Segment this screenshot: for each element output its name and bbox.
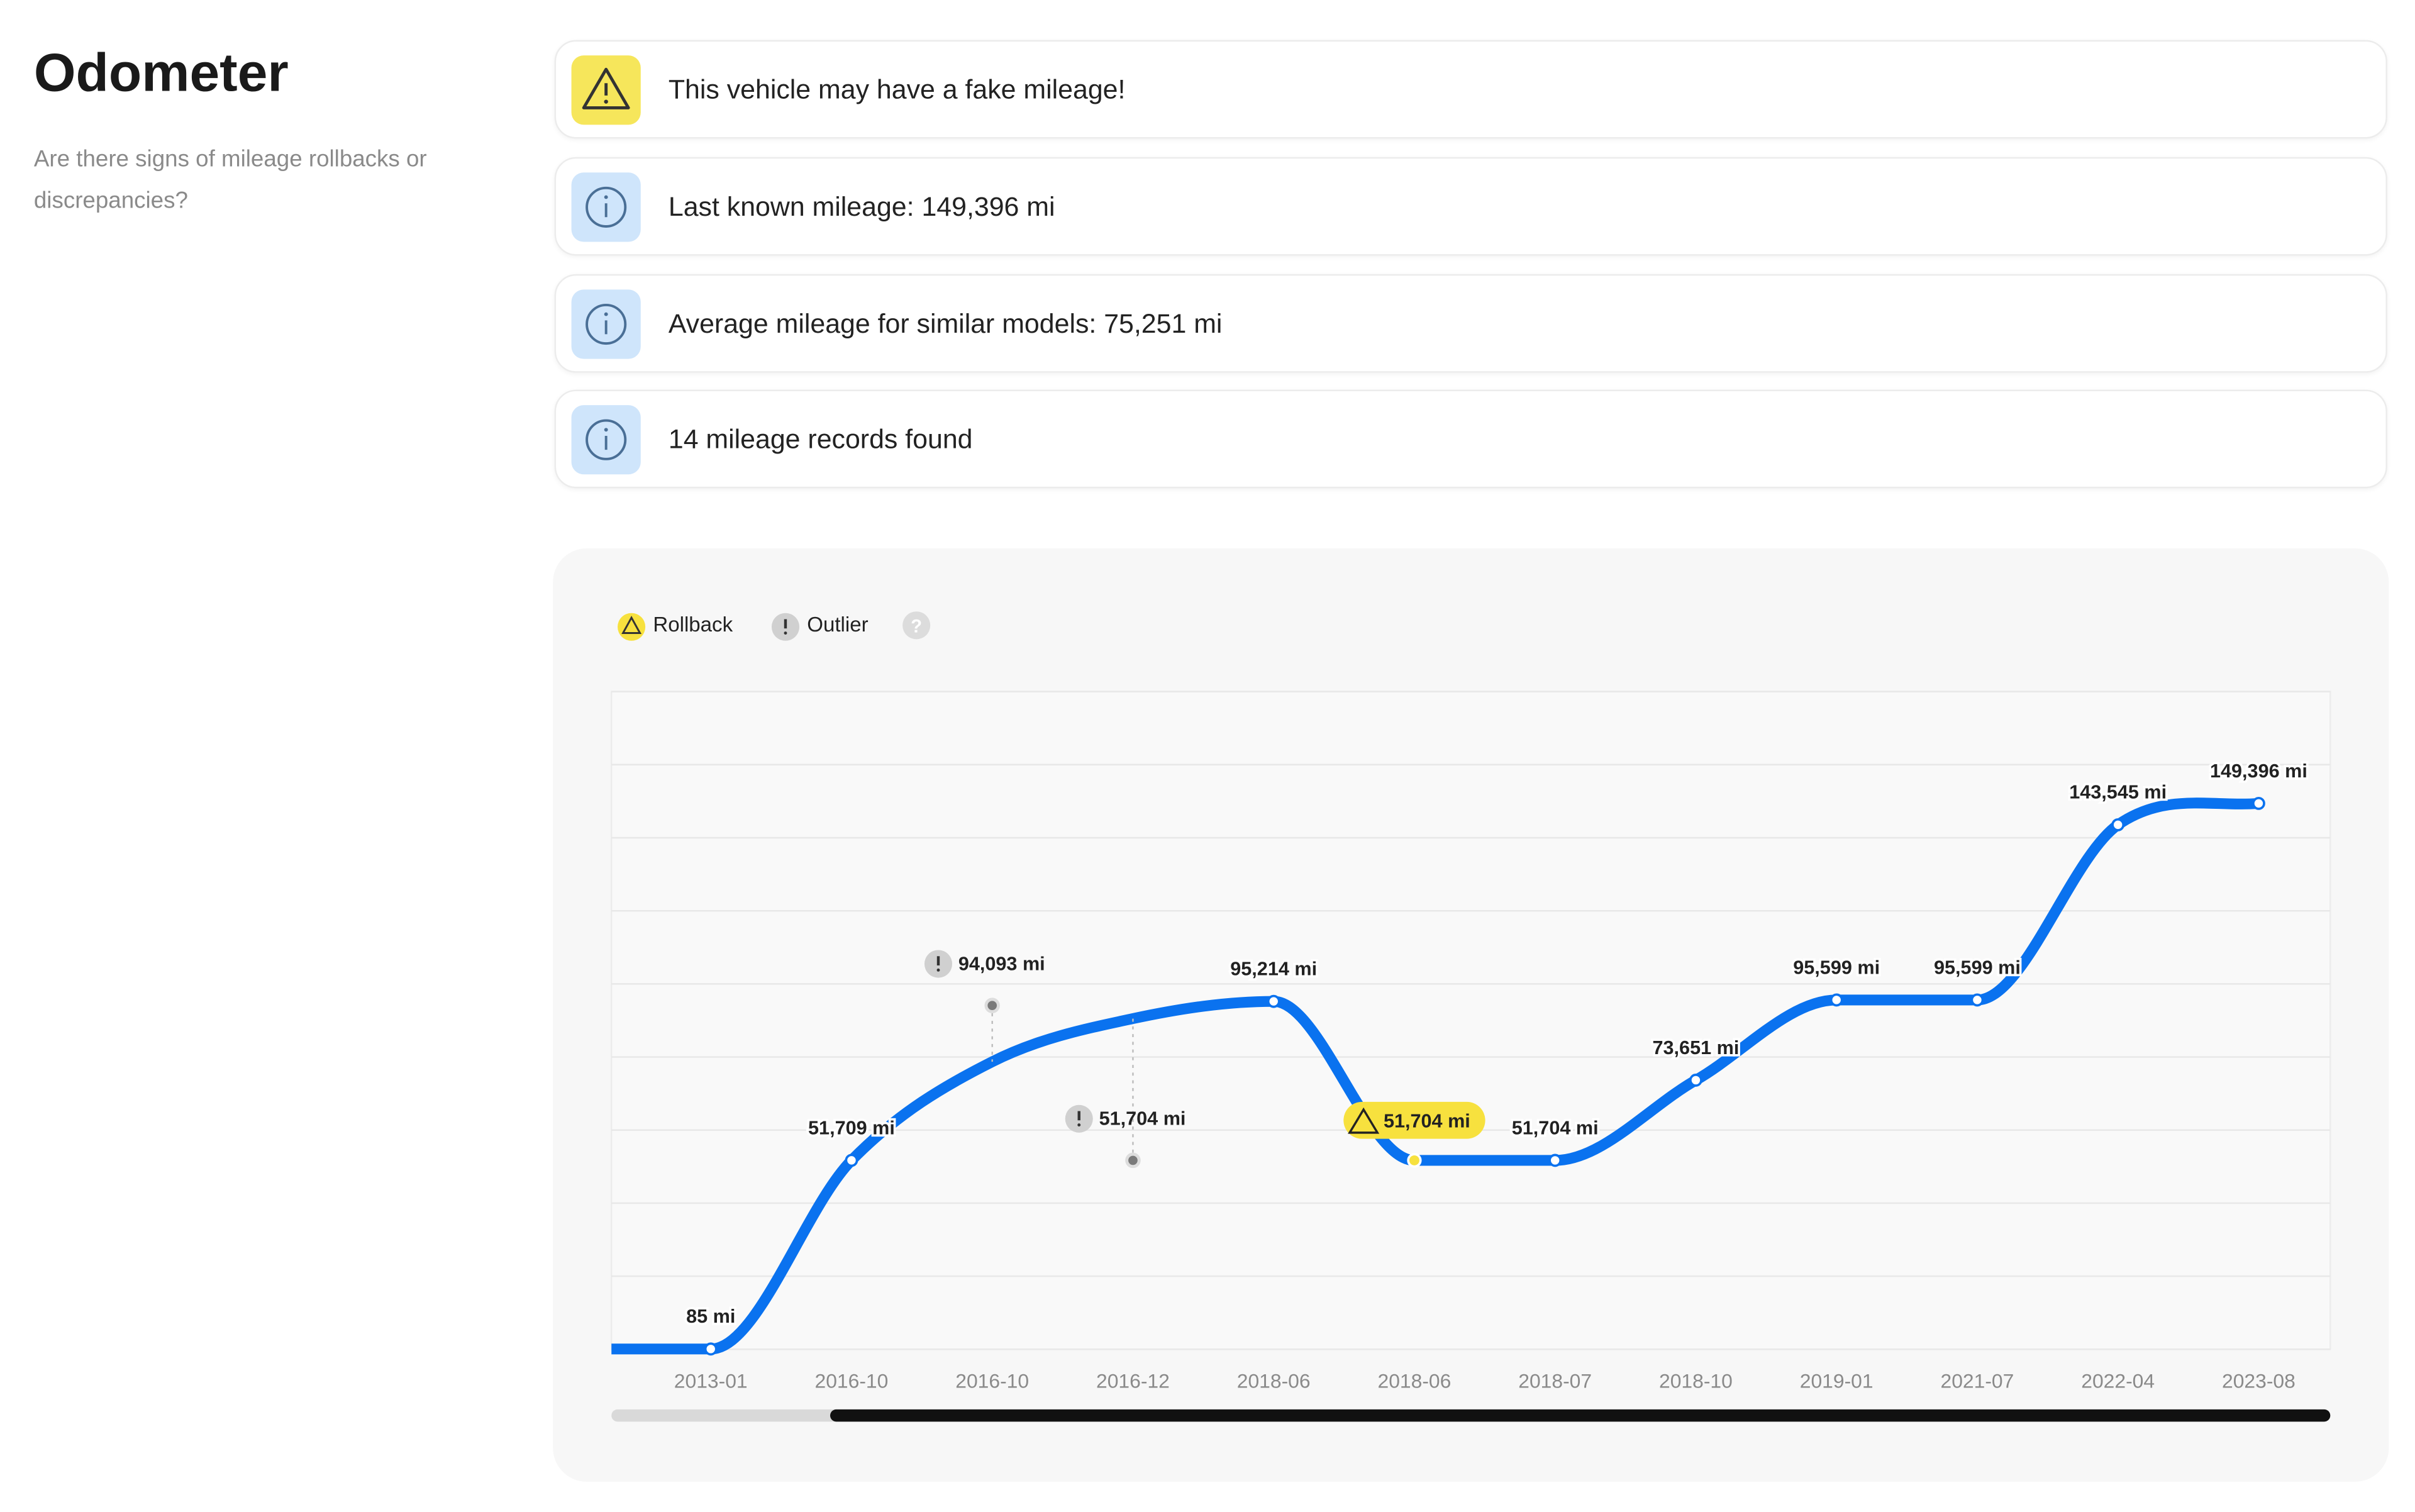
subtitle: Are there signs of mileage rollbacks or … [33,146,427,214]
legend: Rollback Outlier ? [618,611,931,641]
info-icon [571,289,641,359]
data-point [1970,993,1984,1007]
rollback-point [1407,1153,1422,1168]
scrollbar-thumb[interactable] [830,1409,2331,1422]
data-label: 143,545 mi [2069,782,2167,803]
rollback-badge [1343,1101,1485,1139]
x-tick-label: 2018-06 [1237,1370,1311,1392]
legend-icon [784,631,787,635]
data-point [2111,818,2125,831]
data-label: 51,704 mi [1512,1117,1599,1138]
rollback-label: 51,704 mi [1384,1110,1470,1131]
x-tick-label: 2021-07 [1941,1370,2014,1392]
plot-area [611,691,2331,1350]
data-label: 95,599 mi [1934,957,2021,978]
help-text[interactable]: ? [911,616,922,636]
x-tick-label: 2016-10 [815,1370,889,1392]
outlier-point [1125,1152,1141,1169]
alert-text: Average mileage for similar models: 75,2… [668,308,1223,339]
outlier-label: 51,704 mi [1099,1108,1186,1130]
x-tick-label: 2016-10 [955,1370,1029,1392]
outlier-icon [1077,1123,1081,1127]
data-point [1829,993,1843,1007]
data-point [1689,1074,1702,1087]
data-label: 149,396 mi [2210,760,2307,782]
alert-card: 14 mileage records found [554,389,2387,489]
info-icon [571,172,641,242]
title: Odometer [33,43,289,104]
data-label: 51,709 mi [808,1117,895,1138]
legend-icon [621,615,642,635]
data-label: 73,651 mi [1653,1037,1740,1059]
x-tick-label: 2023-08 [2222,1370,2296,1392]
data-label: 95,599 mi [1793,957,1880,978]
x-tick-label: 2018-10 [1659,1370,1733,1392]
data-point [845,1153,858,1167]
x-tick-label: 2018-07 [1518,1370,1592,1392]
data-label: 95,214 mi [1230,959,1317,980]
legend-label: Outlier [807,613,868,636]
alert-text: Last known mileage: 149,396 mi [668,191,1055,222]
x-tick-label: 2013-01 [674,1370,748,1392]
rollback-icon [1348,1107,1380,1134]
data-label: 85 mi [686,1306,735,1327]
x-tick-label: 2018-06 [1378,1370,1452,1392]
chart-panel: Rollback Outlier ? 2013-01 2016-10 2016-10… [553,548,2389,1482]
data-point [1548,1153,1562,1167]
alert-card: Average mileage for similar models: 75,2… [554,274,2387,373]
data-point [704,1342,718,1356]
help-icon[interactable] [902,611,931,640]
alert-text: 14 mileage records found [668,423,973,455]
mileage-line [705,798,2265,1355]
x-tick-label: 2016-12 [1096,1370,1170,1392]
warning-icon [571,55,641,125]
legend-label: Rollback [653,613,733,636]
alert-text: This vehicle may have a fake mileage! [668,74,1126,105]
alert-card: Last known mileage: 149,396 mi [554,157,2387,256]
x-tick-label: 2022-04 [2081,1370,2155,1392]
info-icon [571,405,641,475]
chart: Rollback Outlier ? 2013-01 2016-10 2016-10… [611,611,2331,1422]
alert-card: This vehicle may have a fake mileage! [554,40,2387,139]
outlier-point [984,998,1000,1013]
outlier-icon [936,968,940,972]
data-point [1267,994,1280,1008]
outlier-label: 94,093 mi [958,953,1045,974]
data-point [2252,796,2265,810]
x-tick-label: 2019-01 [1800,1370,1874,1392]
